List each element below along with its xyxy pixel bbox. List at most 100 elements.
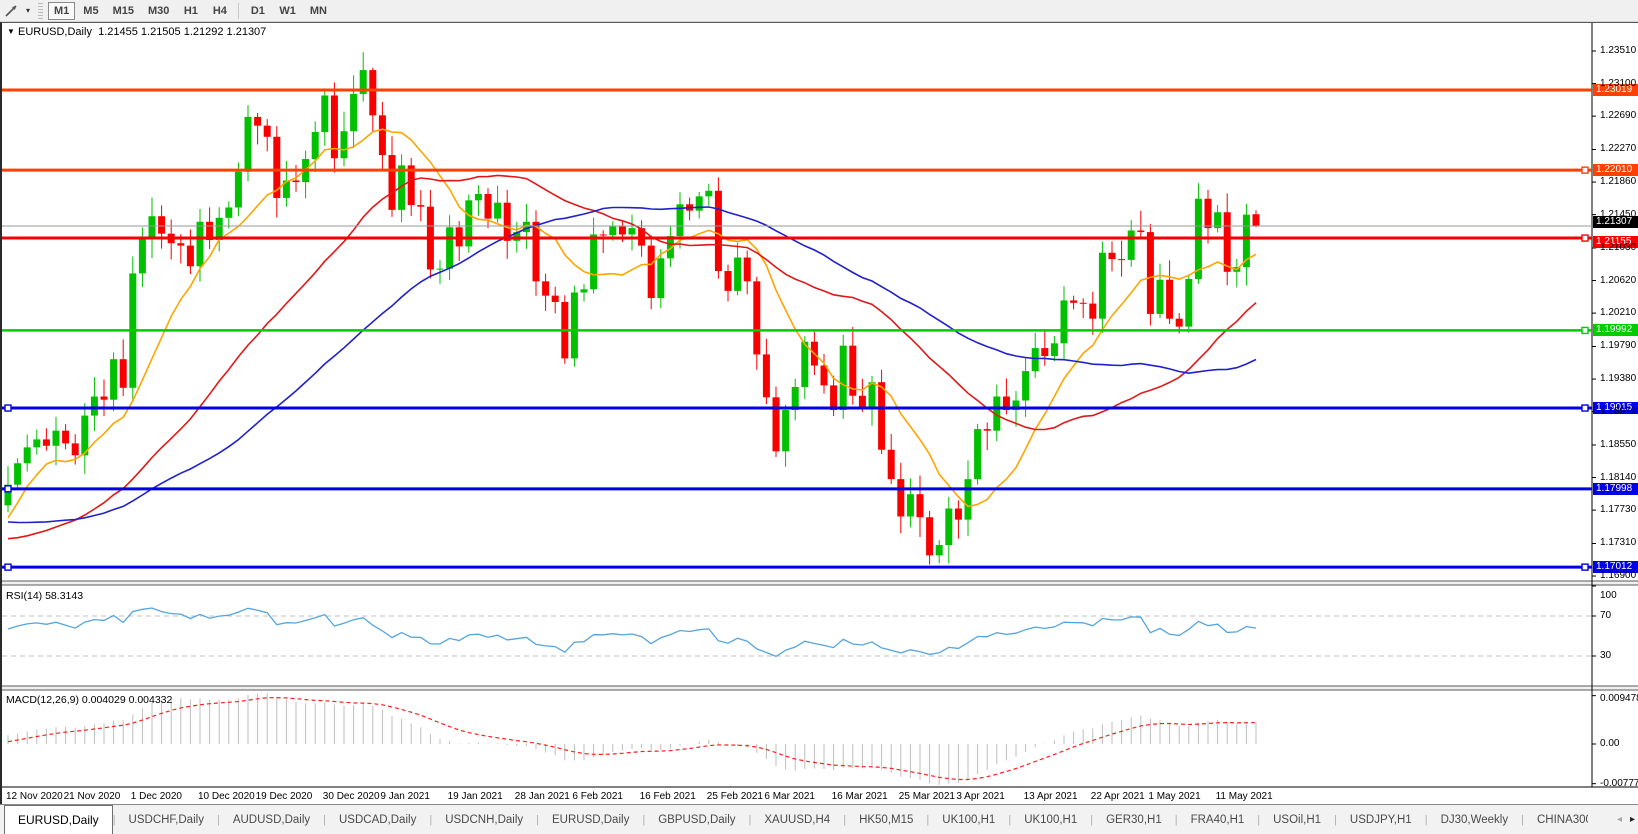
- date-axis-label: 25 Feb 2021: [706, 791, 763, 802]
- timeframe-button-H1[interactable]: H1: [183, 4, 198, 17]
- timeframe-button-M5[interactable]: M5: [83, 4, 99, 17]
- tab-separator: |: [748, 813, 752, 826]
- tab-separator: |: [536, 813, 539, 826]
- candle-body: [868, 382, 876, 407]
- candle-body: [906, 494, 914, 517]
- tab-separator: |: [1008, 813, 1012, 826]
- candle-body: [1137, 230, 1145, 233]
- timeframe-button-M1[interactable]: M1: [48, 1, 76, 20]
- candle-body: [206, 221, 214, 241]
- candle-body: [1166, 279, 1174, 319]
- candle-body: [23, 447, 31, 464]
- ma-30-line: [7, 174, 1257, 540]
- candle-body: [1022, 371, 1030, 401]
- chart-tab-EURUSD-Daily[interactable]: EURUSD,Daily: [4, 805, 113, 834]
- hline-handle-right[interactable]: [1581, 563, 1589, 571]
- chart-tab-GER30-H1[interactable]: GER30,H1: [1106, 813, 1162, 826]
- candle-body: [484, 193, 492, 219]
- candle-body: [849, 345, 857, 396]
- chart-tab-DJ30-Weekly[interactable]: DJ30,Weekly: [1440, 813, 1509, 826]
- price-tick-label: 1.22690: [1600, 110, 1637, 122]
- chart-tab-USDJPY-H1[interactable]: USDJPY,H1: [1349, 813, 1412, 826]
- date-axis-label: 3 Apr 2021: [956, 791, 1005, 802]
- candle-body: [1012, 400, 1020, 411]
- date-axis-label: 9 Jan 2021: [380, 791, 430, 802]
- date-axis-label: 1 Dec 2020: [130, 791, 182, 802]
- candle-body: [340, 131, 348, 159]
- candle-body: [388, 155, 396, 210]
- hline-handle-right[interactable]: [1581, 234, 1589, 242]
- candle-body: [935, 545, 943, 556]
- chart-canvas[interactable]: [2, 23, 1638, 805]
- candle-body: [887, 449, 895, 480]
- candle-body: [1242, 214, 1250, 268]
- chart-tab-FRA40-H1[interactable]: FRA40,H1: [1190, 813, 1245, 826]
- tab-separator: |: [1424, 813, 1428, 826]
- hline-handle-left[interactable]: [4, 485, 12, 493]
- chart-tab-USOil-H1[interactable]: USOil,H1: [1273, 813, 1322, 826]
- candle-body: [158, 216, 166, 234]
- candle-body: [148, 216, 156, 239]
- candle-body: [695, 196, 703, 211]
- hline-handle-left[interactable]: [4, 563, 12, 571]
- candle-body: [1223, 212, 1231, 272]
- hline-handle-right[interactable]: [1581, 404, 1589, 412]
- symbol-tab-bar: EURUSD,Daily | USDCHF,Daily | AUDUSD,Daily | U…: [0, 804, 1638, 834]
- timeframe-button-M30[interactable]: M30: [147, 4, 170, 17]
- tab-separator: |: [323, 813, 326, 826]
- timeframe-button-D1[interactable]: D1: [250, 4, 265, 17]
- candle-body: [474, 193, 482, 201]
- hline-handle-right[interactable]: [1581, 326, 1589, 335]
- chart-tab-USDCAD-Daily[interactable]: USDCAD,Daily: [339, 813, 417, 826]
- tabs-scroll-right-icon[interactable]: ▸: [1629, 814, 1635, 825]
- chart-tab-UK100-H1[interactable]: UK100,H1: [1024, 813, 1078, 826]
- hline-handle-right[interactable]: [1581, 166, 1589, 174]
- candle-body: [417, 205, 425, 207]
- tool-dropdown-arrow[interactable]: ▾: [25, 6, 30, 15]
- chart-tab-AUDUSD-Daily[interactable]: AUDUSD,Daily: [232, 813, 311, 826]
- chart-tab-EURUSD-Daily[interactable]: EURUSD,Daily: [552, 813, 630, 826]
- hline-price-tag: 1.21155: [1593, 236, 1638, 249]
- rsi-line: [7, 607, 1257, 658]
- chart-tab-GBPUSD-Daily[interactable]: GBPUSD,Daily: [658, 813, 736, 826]
- tabs-scroll-left-icon[interactable]: ◂: [1616, 814, 1622, 825]
- tab-strip: EURUSD,Daily | USDCHF,Daily | AUDUSD,Daily | U…: [0, 805, 1588, 834]
- candle-body: [62, 430, 70, 444]
- collapse-triangle-icon[interactable]: ▼: [7, 27, 15, 36]
- chart-window[interactable]: ▼ EURUSD,Daily 1.21455 1.21505 1.21292 1…: [0, 22, 1638, 804]
- candle-body: [33, 439, 41, 448]
- price-tick-label: 1.21860: [1600, 176, 1637, 188]
- hline-price-tag: 1.19015: [1593, 402, 1638, 415]
- candle-body: [513, 232, 521, 241]
- candle-body: [609, 226, 617, 236]
- tab-separator: |: [1521, 813, 1524, 826]
- candle-body: [666, 236, 674, 259]
- chart-tab-CHINA300-H1[interactable]: CHINA300,H1: [1536, 813, 1588, 826]
- chart-tab-XAUUSD-H4[interactable]: XAUUSD,H4: [764, 813, 831, 826]
- candle-body: [378, 115, 386, 156]
- candle-body: [1031, 348, 1039, 372]
- date-axis-label: 1 May 2021: [1148, 791, 1201, 802]
- toolbar-grip[interactable]: [38, 2, 43, 19]
- price-tick-label: 1.23100: [1600, 77, 1637, 89]
- price-tick-label: 1.21030: [1600, 241, 1637, 253]
- timeframe-button-W1[interactable]: W1: [279, 4, 296, 17]
- candle-body: [494, 202, 502, 219]
- timeframe-button-MN[interactable]: MN: [309, 4, 327, 17]
- hline-handle-left[interactable]: [4, 404, 12, 412]
- price-tick-label: 1.22270: [1600, 143, 1637, 155]
- price-tick-label: 1.19790: [1600, 340, 1637, 352]
- candle-body: [580, 289, 588, 293]
- candle-body: [407, 165, 415, 206]
- candle-body: [1175, 318, 1183, 327]
- trendline-tool-icon[interactable]: [2, 2, 22, 20]
- timeframe-button-M15[interactable]: M15: [112, 4, 134, 17]
- timeframe-button-H4[interactable]: H4: [212, 4, 227, 17]
- chart-tab-USDCNH-Daily[interactable]: USDCNH,Daily: [445, 813, 524, 826]
- chart-tab-HK50-M15[interactable]: HK50,M15: [859, 813, 914, 826]
- candle-body: [52, 430, 60, 446]
- chart-tab-UK100-H1[interactable]: UK100,H1: [942, 813, 996, 826]
- chart-tab-USDCHF-Daily[interactable]: USDCHF,Daily: [128, 813, 204, 826]
- candle-body: [1204, 198, 1212, 229]
- candle-body: [647, 245, 655, 299]
